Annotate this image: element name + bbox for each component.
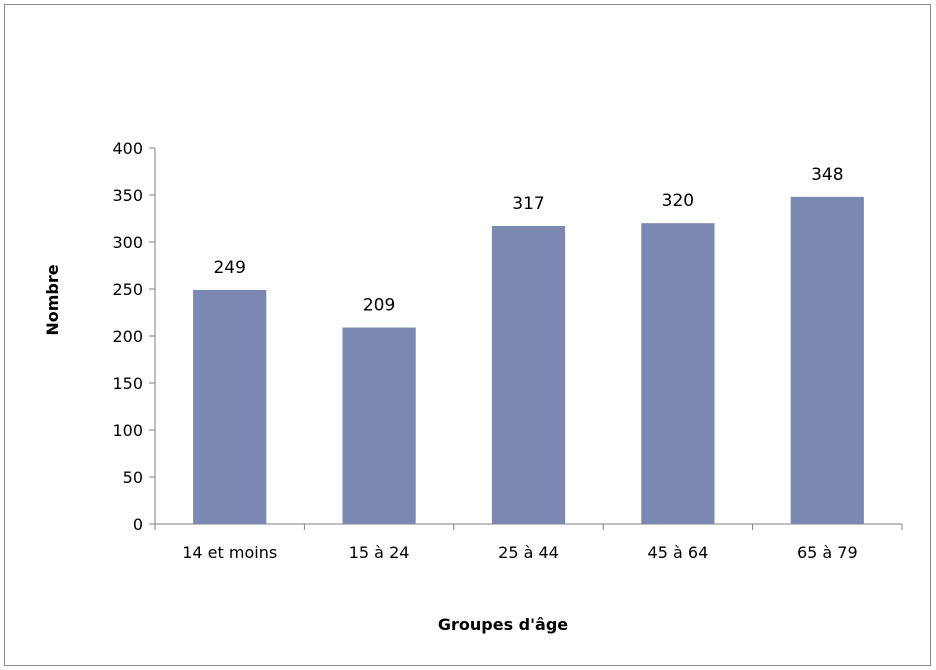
y-axis: 0 50 100 150 200 250 300 350 400	[112, 139, 156, 534]
y-tick-label: 300	[112, 233, 143, 252]
y-tick-label: 50	[123, 468, 143, 487]
bar	[790, 196, 864, 524]
x-tick-label: 45 à 64	[648, 543, 709, 562]
y-axis-title: Nombre	[43, 264, 62, 335]
x-tick-label: 14 et moins	[182, 543, 277, 562]
y-tick-label: 350	[112, 186, 143, 205]
y-tick-label: 200	[112, 327, 143, 346]
x-axis: 14 et moins 15 à 24 25 à 44 45 à 64 65 à 79	[154, 523, 903, 562]
y-tick-label: 0	[133, 515, 143, 534]
y-tick-label: 400	[112, 139, 143, 158]
y-tick-label: 100	[112, 421, 143, 440]
x-tick-label: 25 à 44	[498, 543, 559, 562]
data-label: 249	[213, 258, 245, 278]
data-label: 348	[811, 165, 843, 185]
x-axis-title: Groupes d'âge	[438, 615, 568, 634]
x-tick-label: 65 à 79	[797, 543, 858, 562]
bar	[491, 226, 566, 524]
y-tick-label: 150	[112, 374, 143, 393]
data-label: 317	[512, 194, 544, 214]
chart-frame	[4, 4, 931, 666]
y-tick-label: 250	[112, 280, 143, 299]
bars	[193, 196, 864, 524]
bar	[342, 327, 416, 524]
data-label: 209	[363, 296, 395, 316]
bar	[193, 289, 267, 524]
x-tick-label: 15 à 24	[349, 543, 410, 562]
bar	[641, 223, 715, 524]
data-label: 320	[662, 191, 694, 211]
data-labels: 249 209 317 320 348	[213, 165, 843, 316]
